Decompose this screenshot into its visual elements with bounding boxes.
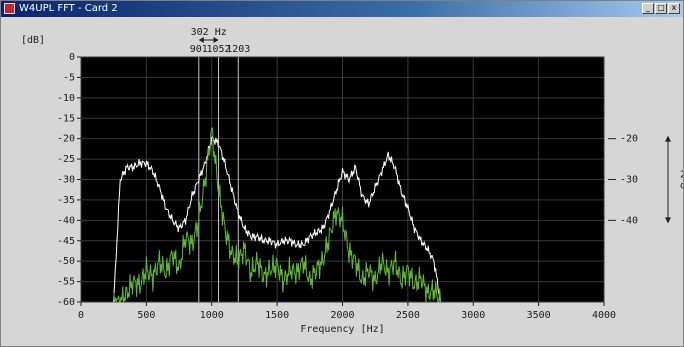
- scale-unit-label: dB: [680, 181, 683, 192]
- fft-plot: 0 500 1000 1500 2000 2500 3000 3500 4000 0 -5 -10 -1…: [21, 27, 683, 335]
- spectrum-trace-green: [113, 127, 442, 303]
- x-tick-label: 2000: [330, 310, 354, 321]
- maximize-icon[interactable]: □: [655, 3, 667, 14]
- scale-label: 20: [680, 170, 683, 181]
- x-tick-label: 2500: [396, 310, 420, 321]
- y-tick-label: -50: [57, 256, 75, 267]
- marker-label: 1052: [207, 44, 231, 55]
- y-axis-label: [dB]: [21, 35, 45, 46]
- marker-label: 1203: [226, 44, 250, 55]
- marker-label: 901: [190, 44, 208, 55]
- window-controls: _ □ x: [642, 3, 680, 14]
- right-axis-label: -30: [620, 175, 638, 186]
- x-tick-label: 1000: [200, 310, 224, 321]
- right-axis-label: -40: [620, 215, 638, 226]
- x-tick-label: 4000: [592, 310, 616, 321]
- arrow-head-right: [213, 37, 219, 43]
- x-tick-label: 1500: [265, 310, 289, 321]
- arrow-head-left: [198, 37, 204, 43]
- scale-arrow-up: [665, 135, 671, 142]
- app-icon[interactable]: [4, 3, 15, 14]
- y-tick-label: -25: [57, 154, 75, 165]
- y-tick-label: -30: [57, 175, 75, 186]
- scale-arrow-down: [665, 217, 671, 224]
- y-tick-label: -5: [63, 72, 75, 83]
- y-tick-label: -10: [57, 93, 75, 104]
- y-tick-label: -20: [57, 134, 75, 145]
- x-tick-label: 3500: [527, 310, 551, 321]
- title-bar[interactable]: W4UPL FFT - Card 2 _ □ x: [1, 1, 683, 17]
- x-tick-label: 0: [78, 310, 84, 321]
- y-tick-label: -35: [57, 195, 75, 206]
- y-tick-label: 0: [69, 52, 75, 63]
- y-tick-label: -40: [57, 215, 75, 226]
- spectrum-trace-white: [113, 135, 442, 303]
- close-icon[interactable]: x: [668, 3, 680, 14]
- y-tick-label: -55: [57, 277, 75, 288]
- fft-client-area: 0 500 1000 1500 2000 2500 3000 3500 4000 0 -5 -10 -1…: [1, 17, 683, 346]
- right-axis-label: -20: [620, 134, 638, 145]
- spacing-label: 302 Hz: [191, 27, 227, 38]
- y-tick-label: -60: [57, 297, 75, 308]
- y-tick-label: -15: [57, 113, 75, 124]
- x-axis-label: Frequency [Hz]: [300, 324, 384, 335]
- minimize-icon[interactable]: _: [642, 3, 654, 14]
- x-tick-label: 500: [137, 310, 155, 321]
- x-tick-label: 3000: [461, 310, 485, 321]
- y-tick-label: -45: [57, 236, 75, 247]
- window-title: W4UPL FFT - Card 2: [19, 3, 118, 14]
